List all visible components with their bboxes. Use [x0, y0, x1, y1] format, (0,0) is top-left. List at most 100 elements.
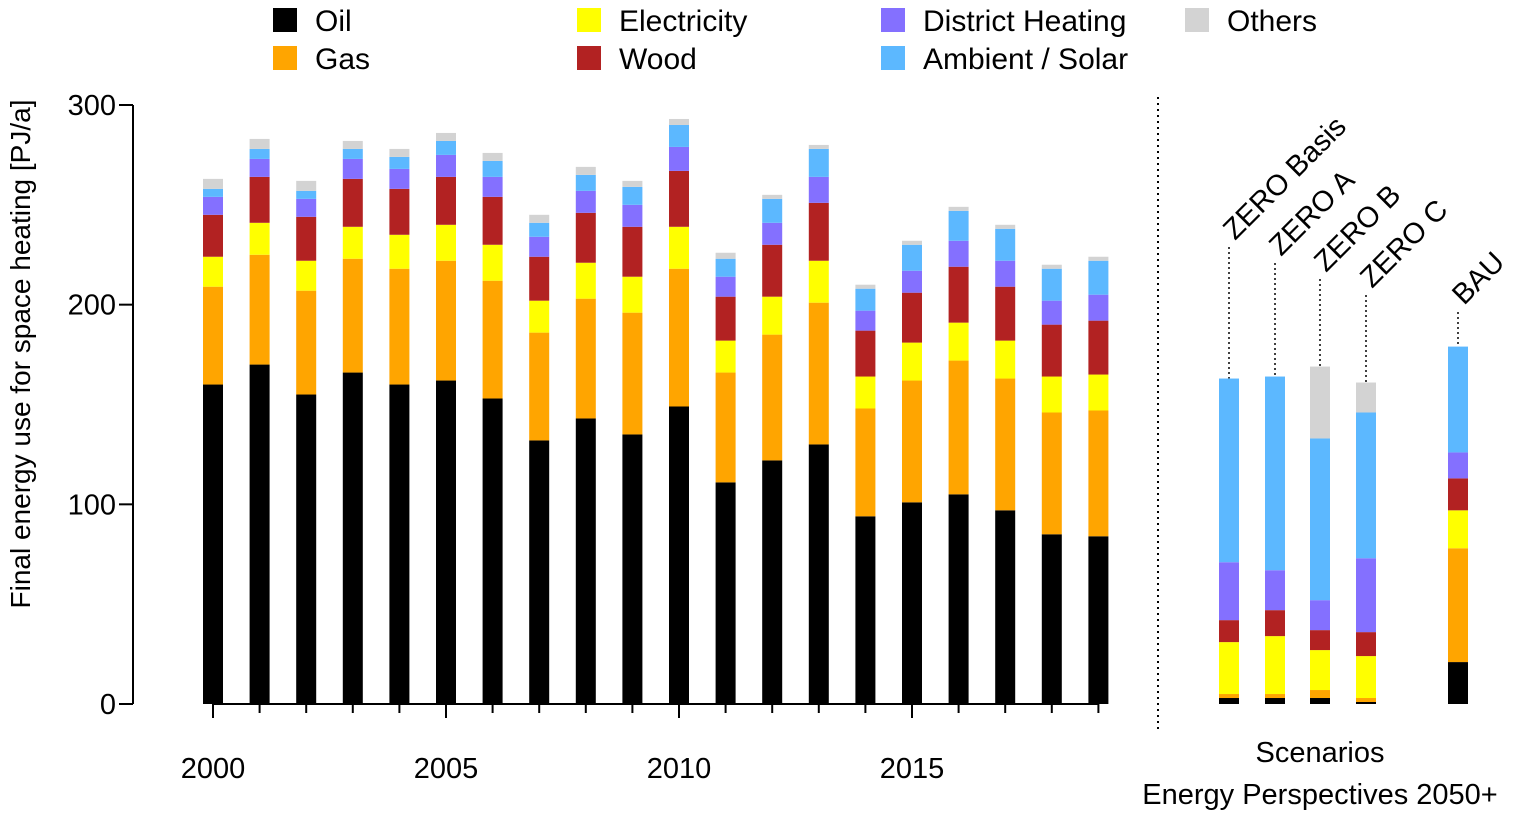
- legend-label-wood: Wood: [619, 43, 697, 76]
- bar-2007-wood: [529, 256, 550, 301]
- bar-2013-oil: [808, 444, 829, 704]
- bar-2005-wood: [436, 176, 456, 225]
- bar-bau-electricity: [1448, 510, 1468, 549]
- bar-zero-b-ambient-solar: [1310, 438, 1330, 601]
- bar-2002-ambient-solar: [296, 190, 317, 199]
- bar-2011-oil: [715, 482, 736, 704]
- bar-2003-district-heating: [342, 158, 363, 179]
- bar-2010-others: [669, 118, 689, 125]
- bar-2013-electricity: [808, 260, 829, 303]
- bar-2017-wood: [995, 286, 1016, 341]
- bar-2002-oil: [296, 394, 317, 704]
- bar-2007-oil: [529, 440, 550, 704]
- bar-stack-2007: [529, 214, 550, 704]
- bar-2004-electricity: [389, 234, 410, 269]
- bar-2010-ambient-solar: [669, 124, 689, 147]
- bar-2017-others: [995, 224, 1016, 229]
- bar-2017-oil: [995, 510, 1016, 704]
- bar-2015-district-heating: [902, 270, 922, 293]
- bar-2012-wood: [762, 244, 783, 297]
- bar-2018-electricity: [1041, 376, 1062, 413]
- bar-2016-electricity: [948, 322, 969, 361]
- bar-2019-district-heating: [1088, 294, 1109, 321]
- bar-2011-ambient-solar: [715, 258, 736, 277]
- bar-2018-gas: [1041, 412, 1062, 535]
- bar-2013-ambient-solar: [808, 148, 829, 177]
- bar-zero-basis-ambient-solar: [1219, 378, 1239, 563]
- bar-stack-2018: [1041, 264, 1062, 704]
- bar-2003-oil: [342, 372, 363, 704]
- legend-item-others: Others: [1185, 5, 1317, 38]
- bar-2016-others: [948, 206, 969, 211]
- bar-2015-others: [902, 240, 922, 245]
- legend-item-district-heating: District Heating: [881, 5, 1126, 38]
- bar-2009-district-heating: [622, 204, 643, 227]
- bar-2010-gas: [669, 268, 689, 407]
- bar-zero-a-oil: [1265, 698, 1285, 704]
- bar-2017-ambient-solar: [995, 228, 1016, 261]
- bar-2012-ambient-solar: [762, 198, 783, 223]
- bar-zero-basis-district-heating: [1219, 562, 1239, 621]
- bar-2011-wood: [715, 296, 736, 341]
- bar-stack-2008: [575, 166, 596, 704]
- bar-2000-others: [203, 178, 223, 189]
- bar-2003-others: [342, 140, 363, 149]
- bar-2008-district-heating: [575, 190, 596, 213]
- bar-stack-2011: [715, 252, 736, 704]
- bar-2018-wood: [1041, 324, 1062, 377]
- bar-2006-others: [482, 152, 503, 161]
- bar-2009-ambient-solar: [622, 186, 643, 205]
- bar-2012-electricity: [762, 296, 783, 335]
- bar-2010-electricity: [669, 226, 689, 269]
- bar-2008-ambient-solar: [575, 174, 596, 191]
- bar-2012-oil: [762, 460, 783, 704]
- bar-2006-district-heating: [482, 176, 503, 197]
- bar-zero-b-district-heating: [1310, 600, 1330, 631]
- bar-2012-gas: [762, 334, 783, 461]
- bar-2008-gas: [575, 298, 596, 419]
- bar-zero-c-district-heating: [1356, 558, 1376, 633]
- legend-swatch-oil: [273, 8, 297, 32]
- legend-label-others: Others: [1227, 5, 1317, 38]
- bar-2005-others: [436, 132, 456, 141]
- bar-zero-a-gas: [1265, 694, 1285, 699]
- bar-2001-electricity: [249, 222, 270, 255]
- bar-2014-electricity: [855, 376, 876, 409]
- bar-2004-ambient-solar: [389, 156, 410, 169]
- bar-2016-wood: [948, 266, 969, 323]
- bar-2006-wood: [482, 196, 503, 245]
- bar-2018-district-heating: [1041, 300, 1062, 325]
- bar-2017-district-heating: [995, 260, 1016, 287]
- bar-2005-electricity: [436, 224, 456, 261]
- bar-zero-c-electricity: [1356, 656, 1376, 699]
- bar-2009-gas: [622, 312, 643, 435]
- legend-swatch-district-heating: [881, 8, 905, 32]
- bar-zero-basis-oil: [1219, 698, 1239, 704]
- bar-2014-others: [855, 284, 876, 289]
- bar-2003-electricity: [342, 226, 363, 259]
- bar-2013-district-heating: [808, 176, 829, 203]
- bar-2007-electricity: [529, 300, 550, 333]
- bar-2013-others: [808, 144, 829, 149]
- bar-zero-a-district-heating: [1265, 570, 1285, 611]
- bar-stack-2017: [995, 224, 1016, 704]
- bar-zero-a-ambient-solar: [1265, 376, 1285, 571]
- bar-2006-electricity: [482, 244, 503, 281]
- bar-2015-oil: [902, 502, 922, 704]
- bar-2002-gas: [296, 290, 317, 395]
- y-ticks: 0 100 200 300: [68, 90, 133, 721]
- bar-zero-b-others: [1310, 366, 1330, 439]
- bar-2001-wood: [249, 176, 270, 223]
- bar-stack-2001: [249, 138, 270, 704]
- bar-bau-ambient-solar: [1448, 346, 1468, 453]
- legend-item-gas: Gas: [273, 43, 370, 76]
- bar-2002-others: [296, 180, 317, 191]
- bar-2000-oil: [203, 384, 223, 704]
- bar-2011-gas: [715, 372, 736, 483]
- bar-2006-ambient-solar: [482, 160, 503, 177]
- bar-stack-2019: [1088, 256, 1109, 704]
- bar-stack-2012: [762, 194, 783, 704]
- bar-2007-district-heating: [529, 236, 550, 257]
- bar-bau-district-heating: [1448, 452, 1468, 479]
